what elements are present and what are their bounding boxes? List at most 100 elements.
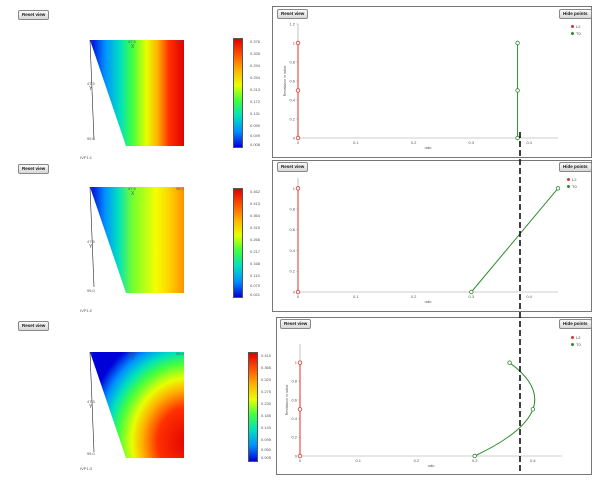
- map-side-label: Y: [89, 244, 93, 250]
- y-tick-label: 0: [293, 135, 296, 140]
- colorbar-tick: 0.005: [261, 455, 272, 460]
- x-tick-label: 0.1: [353, 294, 359, 299]
- map-side-bottom-value: 95.0: [87, 451, 95, 456]
- map-caption: IVP1:1: [80, 155, 93, 160]
- x-tick-label: 0.2: [411, 140, 417, 145]
- data-point: [297, 407, 303, 412]
- map-side-bottom-value: 95.0: [87, 136, 95, 141]
- chart-panel-2: [272, 160, 592, 312]
- data-point: [515, 88, 520, 93]
- x-tick-label: 0.1: [353, 140, 359, 145]
- colorbar-tick: 0.095: [261, 437, 272, 442]
- colorbar-tick: 0.119: [250, 273, 260, 278]
- colorbar-tick: 0.008: [250, 142, 261, 147]
- series-line-t0: [474, 362, 536, 457]
- hide-points-button[interactable]: Hide points: [559, 9, 592, 19]
- legend-item-l2[interactable]: L2: [567, 177, 576, 182]
- legend-label: T0: [576, 31, 581, 36]
- y-axis-label: Resistance in ratios: [283, 65, 287, 96]
- colorbar-tick: 0.230: [261, 401, 272, 406]
- legend-item-t0[interactable]: T0: [571, 31, 581, 36]
- x-tick-label: 0.2: [414, 458, 420, 463]
- map-x-label: X: [131, 191, 135, 197]
- map-top-left-value: 0: [91, 186, 94, 191]
- legend-item-l2[interactable]: L2: [571, 335, 580, 340]
- heatmap-1: [89, 39, 184, 146]
- map-top-left-value: 0: [91, 351, 94, 356]
- x-tick-label: 0.4: [530, 458, 536, 463]
- data-point: [295, 88, 301, 93]
- colorbar-3: [248, 352, 258, 462]
- reset-view-button[interactable]: Reset view: [18, 10, 50, 20]
- series-line-t0: [470, 188, 559, 293]
- x-tick-label: 0.2: [411, 294, 417, 299]
- y-tick-label: 0.4: [289, 248, 295, 253]
- map-side-bottom-value: 95.0: [87, 288, 95, 293]
- legend-marker-icon: [567, 178, 570, 182]
- colorbar-tick: 0.049: [250, 133, 261, 138]
- data-point: [295, 186, 301, 191]
- reset-view-button[interactable]: Reset view: [277, 162, 309, 172]
- hide-points-button[interactable]: Hide points: [559, 162, 592, 172]
- data-point: [472, 453, 477, 459]
- legend-label: L2: [576, 335, 581, 340]
- y-tick-label: 1: [293, 40, 296, 45]
- reset-view-button[interactable]: Reset view: [18, 164, 50, 174]
- hide-points-button[interactable]: Hide points: [559, 319, 592, 329]
- legend-item-l2[interactable]: L2: [571, 24, 580, 29]
- chart-panel-3: [276, 317, 592, 475]
- y-tick-label: 0.8: [289, 59, 295, 64]
- map-x-label: X: [131, 356, 135, 362]
- data-point: [297, 453, 303, 459]
- legend-marker-icon: [571, 25, 574, 29]
- heatmap-2: [89, 186, 184, 293]
- colorbar-tick: 0.172: [250, 99, 261, 104]
- colorbar-tick: 0.090: [250, 123, 261, 128]
- legend-item-t0[interactable]: T0: [567, 184, 577, 189]
- legend-marker-icon: [567, 185, 570, 189]
- legend-item-t0[interactable]: T0: [571, 342, 581, 347]
- colorbar-1: [233, 38, 243, 148]
- colorbar-tick: 0.275: [261, 389, 272, 394]
- map-x-label: X: [131, 44, 135, 50]
- heatmap-3: [89, 351, 184, 458]
- x-axis-label: ratio: [425, 146, 432, 150]
- colorbar-tick: 0.217: [250, 249, 261, 254]
- reset-view-button[interactable]: Reset view: [280, 319, 312, 329]
- x-tick-label: 0: [299, 458, 302, 463]
- map-top-mid-value: 47.5: [128, 186, 136, 191]
- y-tick-label: 0.4: [289, 97, 295, 102]
- legend-label: T0: [576, 342, 581, 347]
- x-axis-label: ratio: [428, 464, 435, 468]
- colorbar-tick: 0.140: [261, 425, 272, 430]
- reset-view-button[interactable]: Reset view: [277, 9, 309, 19]
- map-side-label: Y: [89, 86, 93, 92]
- colorbar-tick: 0.315: [250, 225, 261, 230]
- y-tick-label: 1.2: [289, 21, 295, 26]
- legend-label: L2: [572, 177, 577, 182]
- x-tick-label: 0: [297, 294, 300, 299]
- map-top-mid-value: 47.5: [128, 39, 136, 44]
- colorbar-tick: 0.185: [261, 413, 272, 418]
- legend-marker-icon: [571, 32, 574, 36]
- y-tick-label: 0.8: [291, 379, 297, 384]
- data-point: [515, 40, 520, 46]
- colorbar-tick: 0.335: [250, 51, 261, 56]
- legend-label: L2: [576, 24, 581, 29]
- x-tick-label: 0.3: [469, 140, 475, 145]
- map-caption: IVP1:3: [80, 466, 93, 471]
- y-tick-label: 0.6: [289, 78, 295, 83]
- data-point: [295, 289, 301, 295]
- y-tick-label: 0.2: [289, 269, 295, 274]
- map-caption: IVP1:2: [80, 308, 93, 313]
- x-axis-label: ratio: [425, 300, 432, 304]
- reset-view-button[interactable]: Reset view: [18, 321, 50, 331]
- map-top-right-value: 95.0: [176, 186, 184, 191]
- x-tick-label: 0.3: [469, 294, 475, 299]
- data-point: [295, 135, 301, 141]
- y-tick-label: 0.6: [289, 227, 295, 232]
- colorbar-tick: 0.413: [250, 201, 261, 206]
